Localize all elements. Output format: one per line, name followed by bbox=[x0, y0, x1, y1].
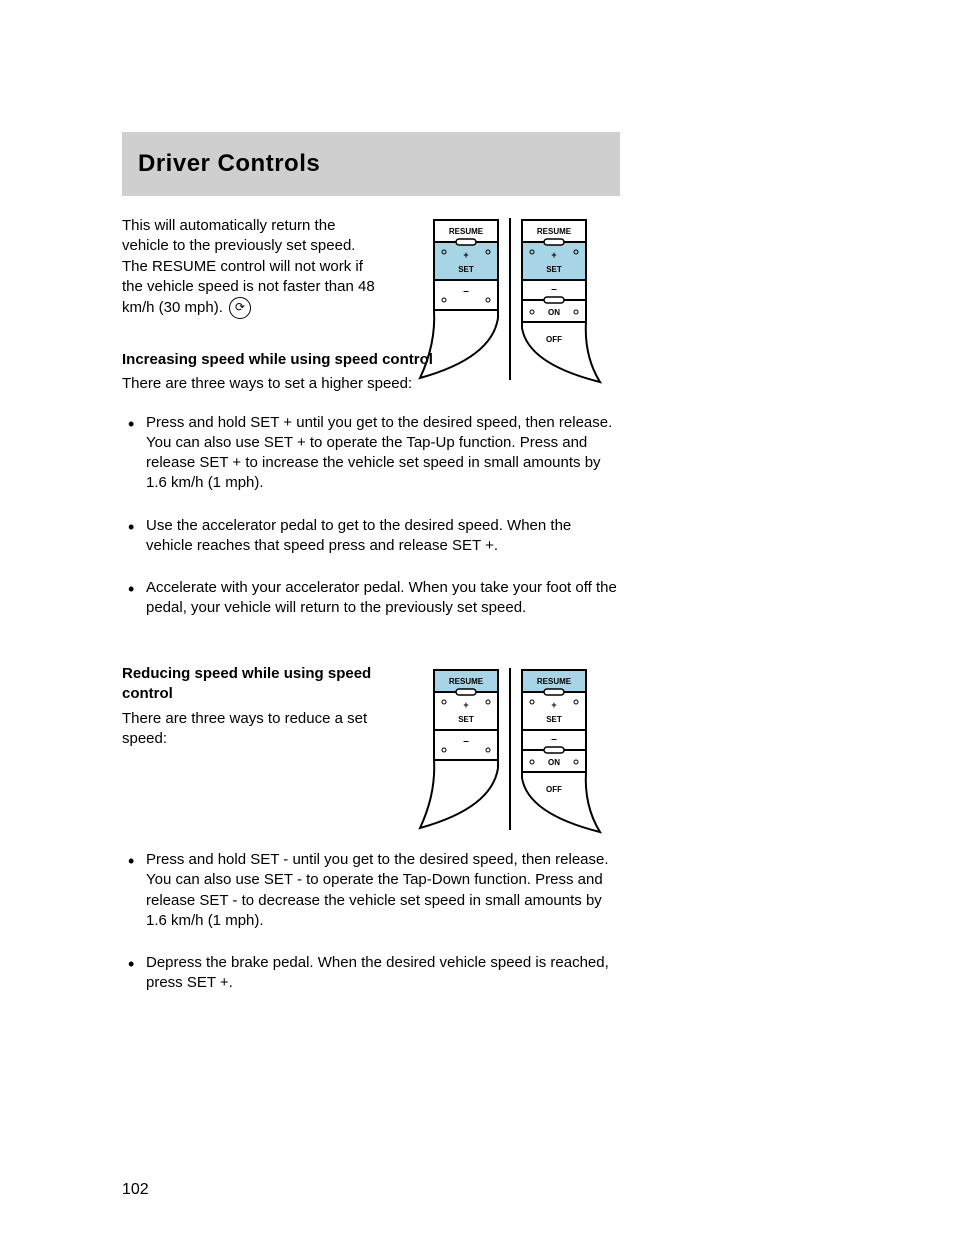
resume-label: RESUME bbox=[537, 677, 572, 686]
minus-label: – bbox=[551, 734, 557, 745]
block2-bullets-wrap: Press and hold SET - until you get to th… bbox=[122, 850, 620, 1016]
on-label: ON bbox=[548, 308, 560, 317]
right-break-1 bbox=[544, 689, 564, 695]
right-break-1 bbox=[544, 239, 564, 245]
plus-label: + bbox=[463, 250, 468, 260]
left-set-bg bbox=[434, 692, 498, 730]
block1-body: Increasing speed while using speed contr… bbox=[122, 350, 620, 641]
set-label: SET bbox=[458, 265, 474, 274]
resume-label: RESUME bbox=[449, 227, 484, 236]
section-header: Driver Controls bbox=[122, 132, 620, 196]
right-break-2 bbox=[544, 297, 564, 303]
block1-bullets: Press and hold SET + until you get to th… bbox=[122, 413, 620, 619]
list-item: Press and hold SET + until you get to th… bbox=[122, 413, 620, 494]
left-break-1 bbox=[456, 239, 476, 245]
on-label: ON bbox=[548, 758, 560, 767]
right-tail bbox=[522, 772, 600, 832]
steering-controls-svg: RESUME + SET – RESUME + SET bbox=[398, 662, 622, 842]
right-break-2 bbox=[544, 747, 564, 753]
block1-text: This will automatically return the vehic… bbox=[122, 216, 382, 319]
minus-label: – bbox=[463, 736, 469, 747]
off-label: OFF bbox=[546, 335, 562, 344]
off-label: OFF bbox=[546, 785, 562, 794]
list-item: Press and hold SET - until you get to th… bbox=[122, 850, 620, 931]
set-label: SET bbox=[546, 265, 562, 274]
block1-heading: Increasing speed while using speed contr… bbox=[122, 350, 620, 370]
list-item: Depress the brake pedal. When the desire… bbox=[122, 953, 620, 994]
block2-body: Reducing speed while using speed control… bbox=[122, 664, 382, 749]
block2-bullets: Press and hold SET - until you get to th… bbox=[122, 850, 620, 994]
minus-label: – bbox=[463, 286, 469, 297]
minus-label: – bbox=[551, 284, 557, 295]
set-label: SET bbox=[546, 715, 562, 724]
plus-label: + bbox=[463, 700, 468, 710]
left-tail bbox=[420, 760, 498, 828]
block1-lead: There are three ways to set a higher spe… bbox=[122, 374, 620, 394]
resume-label: RESUME bbox=[537, 227, 572, 236]
left-pad: RESUME + SET – bbox=[420, 670, 498, 828]
page-number: 102 bbox=[122, 1179, 149, 1201]
block2-lead: There are three ways to reduce a set spe… bbox=[122, 709, 382, 750]
set-label: SET bbox=[458, 715, 474, 724]
list-item: Accelerate with your accelerator pedal. … bbox=[122, 578, 620, 619]
block2-heading: Reducing speed while using speed control bbox=[122, 664, 382, 705]
plus-label: + bbox=[551, 250, 556, 260]
left-break-1 bbox=[456, 689, 476, 695]
diagram-resume: RESUME + SET – RESUME + SET bbox=[398, 662, 622, 842]
block1-para: This will automatically return the vehic… bbox=[122, 216, 382, 319]
right-pad: RESUME + SET – ON OFF bbox=[522, 670, 600, 832]
left-set-plus-highlight bbox=[434, 242, 498, 280]
right-set-plus-highlight bbox=[522, 242, 586, 280]
list-item: Use the accelerator pedal to get to the … bbox=[122, 516, 620, 557]
resume-label: RESUME bbox=[449, 677, 484, 686]
right-set-bg bbox=[522, 692, 586, 730]
speedometer-icon: ⟳ bbox=[229, 297, 251, 319]
section-title: Driver Controls bbox=[138, 148, 320, 180]
plus-label: + bbox=[551, 700, 556, 710]
